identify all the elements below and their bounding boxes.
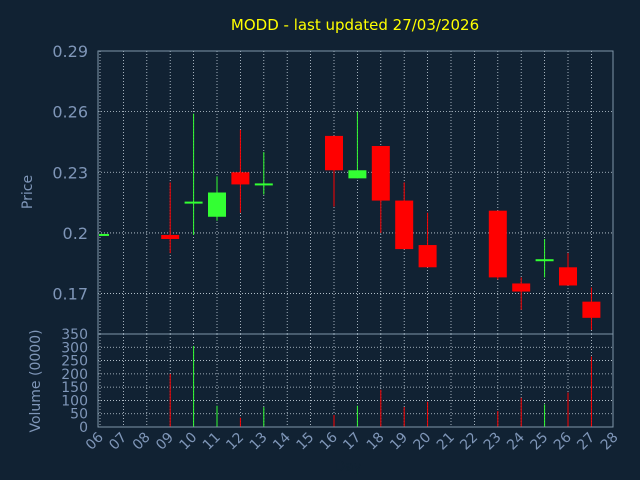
volume-grid [98,334,613,427]
volume-tick-label: 300 [61,340,88,356]
candle-body [208,192,226,217]
price-tick-label: 0.26 [52,103,88,122]
volume-tick-label: 100 [61,393,88,409]
candle-body [254,183,273,186]
candle-body [348,170,367,179]
price-panel: 0.29 0.26 0.23 0.2 0.17 Price [20,42,614,335]
price-candles [99,111,601,330]
price-tick-label: 0.2 [63,224,88,243]
price-tick-label: 0.23 [52,163,88,182]
candle-body [161,234,180,239]
price-axis-label: Price [20,175,36,209]
x-tick-labels: 06 07 08 09 10 11 12 13 14 15 16 17 18 19 20 21 22 23 24 25… [83,429,622,453]
candle-body [418,245,437,268]
volume-axis-label: Volume (0000) [28,329,44,432]
candle-body [512,283,531,292]
candle-body [559,267,577,286]
price-tick-labels: 0.29 0.26 0.23 0.2 0.17 [52,42,88,304]
candle-body [231,172,250,185]
candle-body [582,301,601,318]
chart-title: MODD - last updated 27/03/2026 [231,16,479,34]
price-tick-label: 0.29 [52,42,88,61]
volume-tick-label: 0 [79,420,88,436]
candle-body [395,200,414,250]
price-tick-label: 0.17 [52,285,88,304]
candle-body [325,135,343,171]
volume-tick-label: 200 [61,367,88,383]
volume-tick-label: 50 [70,407,88,423]
candle-body [535,259,554,262]
x-axis-label: Day [334,459,362,475]
candle-body [99,233,109,236]
volume-tick-label: 250 [61,354,88,370]
volume-plot-frame [97,333,614,428]
volume-bars [169,345,592,427]
candle-body [184,201,203,204]
candle-body [488,210,507,278]
volume-tick-label: 350 [61,327,88,343]
volume-tick-label: 150 [61,380,88,396]
candle-body [371,146,390,201]
